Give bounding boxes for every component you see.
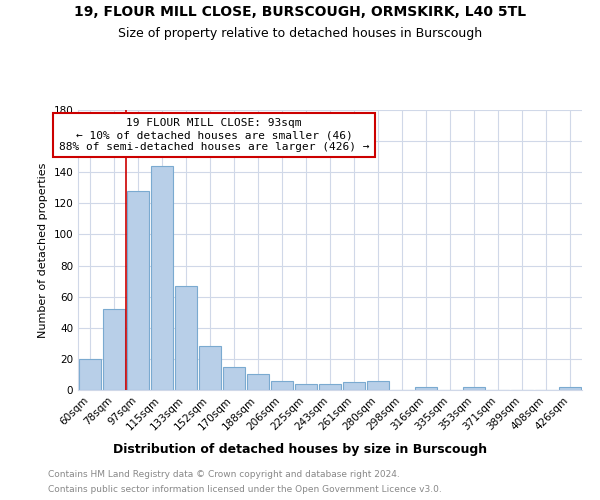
Bar bbox=[175, 286, 197, 390]
Bar bbox=[199, 346, 221, 390]
Bar bbox=[367, 380, 389, 390]
Bar bbox=[415, 387, 437, 390]
Bar bbox=[271, 380, 293, 390]
Bar bbox=[295, 384, 317, 390]
Y-axis label: Number of detached properties: Number of detached properties bbox=[38, 162, 48, 338]
Text: Contains HM Land Registry data © Crown copyright and database right 2024.: Contains HM Land Registry data © Crown c… bbox=[48, 470, 400, 479]
Bar bbox=[103, 309, 125, 390]
Bar bbox=[223, 366, 245, 390]
Text: Contains public sector information licensed under the Open Government Licence v3: Contains public sector information licen… bbox=[48, 485, 442, 494]
Text: 19 FLOUR MILL CLOSE: 93sqm
← 10% of detached houses are smaller (46)
88% of semi: 19 FLOUR MILL CLOSE: 93sqm ← 10% of deta… bbox=[59, 118, 370, 152]
Bar bbox=[319, 384, 341, 390]
Text: 19, FLOUR MILL CLOSE, BURSCOUGH, ORMSKIRK, L40 5TL: 19, FLOUR MILL CLOSE, BURSCOUGH, ORMSKIR… bbox=[74, 5, 526, 19]
Bar bbox=[151, 166, 173, 390]
Bar bbox=[463, 387, 485, 390]
Text: Distribution of detached houses by size in Burscough: Distribution of detached houses by size … bbox=[113, 442, 487, 456]
Bar bbox=[127, 191, 149, 390]
Bar bbox=[559, 387, 581, 390]
Text: Size of property relative to detached houses in Burscough: Size of property relative to detached ho… bbox=[118, 28, 482, 40]
Bar bbox=[247, 374, 269, 390]
Bar bbox=[79, 359, 101, 390]
Bar bbox=[343, 382, 365, 390]
